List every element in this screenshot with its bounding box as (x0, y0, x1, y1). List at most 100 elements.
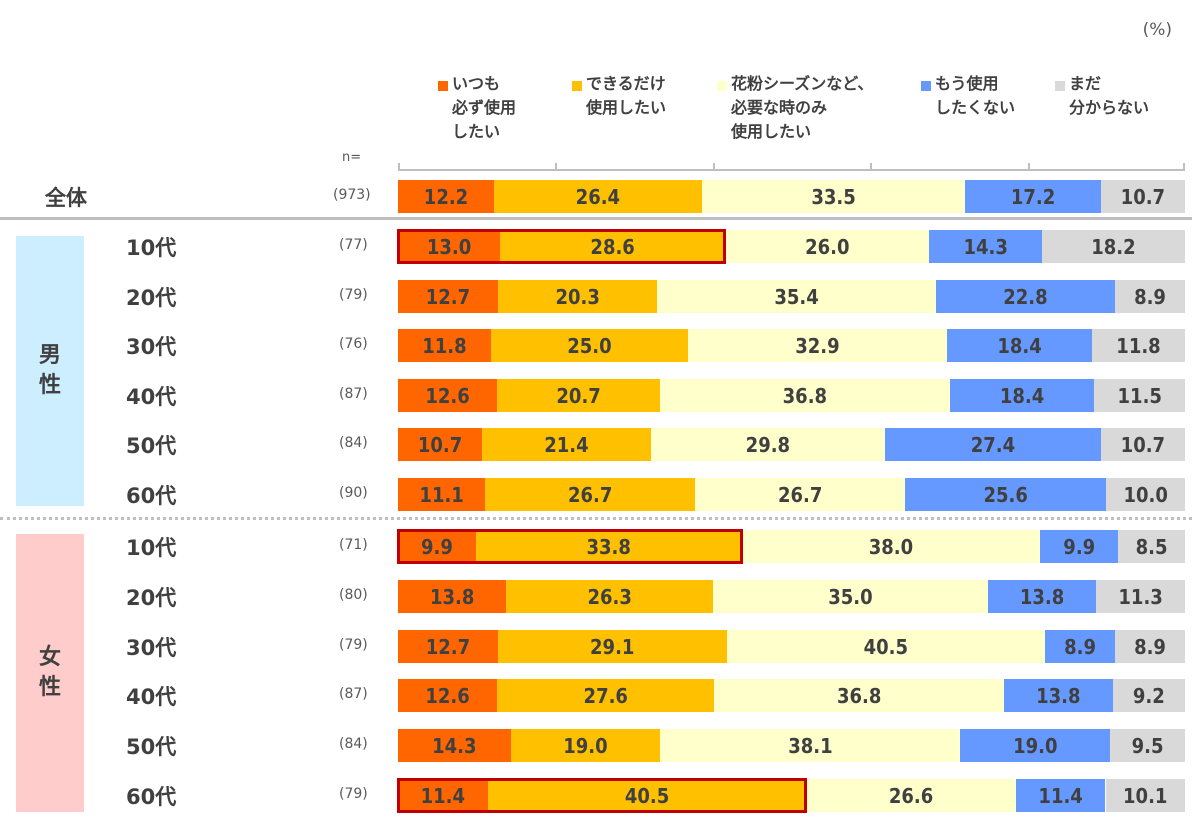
data-label: 13.8 (1036, 684, 1081, 709)
data-label: 27.4 (970, 433, 1016, 458)
row-label: 全体 (45, 186, 87, 210)
data-label: 11.8 (422, 334, 467, 359)
row-label: 40代 (126, 685, 177, 710)
n-count: (90) (339, 485, 368, 501)
data-label: 32.9 (795, 334, 840, 359)
legend-text: 使用したい (586, 98, 667, 117)
bar-segment (1106, 478, 1185, 511)
data-label: 22.8 (1003, 284, 1048, 309)
data-label: 18.4 (999, 383, 1045, 408)
bar-segment (506, 579, 713, 613)
bar-segment (398, 428, 483, 462)
data-label: 21.4 (544, 433, 589, 458)
data-label: 40.5 (624, 784, 670, 808)
legend-swatch (921, 81, 931, 91)
row-label: 10代 (126, 536, 177, 560)
legend-text: したくない (935, 98, 1016, 117)
bar-segment (650, 428, 886, 462)
legend-text: 必要な時のみ (731, 98, 828, 117)
bar-segment (398, 279, 498, 313)
data-label: 26.7 (568, 483, 613, 507)
data-label: 9.9 (1063, 535, 1096, 559)
data-label: 9.5 (1131, 734, 1164, 759)
n-count: (84) (339, 736, 368, 753)
bar-segment (485, 478, 696, 511)
row-label: 60代 (126, 785, 177, 809)
data-label: 10.1 (1123, 784, 1168, 808)
data-label: 17.2 (1010, 185, 1056, 209)
row-label: 60代 (126, 484, 177, 508)
bar-segment (660, 378, 950, 412)
legend-text: いつも (452, 74, 501, 93)
data-label: 19.0 (563, 734, 608, 759)
legend-text: 分からない (1069, 98, 1150, 117)
n-count: (79) (339, 786, 368, 802)
bar-segment (929, 230, 1042, 263)
bar-segment (905, 478, 1107, 511)
data-label: 25.0 (567, 334, 612, 359)
data-label: 26.0 (805, 235, 850, 259)
legend-item: いつも必ず使用したい (438, 72, 517, 144)
bar-segment (398, 679, 498, 713)
legend-swatch (1055, 81, 1065, 91)
legend-text: 使用したい (731, 122, 812, 141)
bar-segment (1105, 779, 1185, 812)
legend-text: 必ず使用 (452, 98, 517, 117)
data-label: 10.0 (1123, 483, 1168, 507)
bar-segment (660, 729, 961, 763)
data-label: 20.3 (555, 284, 600, 309)
bar-segment (482, 428, 651, 462)
n-count: (84) (339, 435, 368, 452)
legend-text: できるだけ (586, 74, 666, 93)
highlight-box (397, 778, 808, 813)
bar-segment (987, 579, 1097, 613)
bar-segment (398, 478, 486, 511)
n-count: (71) (339, 537, 368, 553)
bar-segment (497, 279, 658, 313)
bar-segment (885, 428, 1101, 462)
data-label: 9.2 (1132, 684, 1165, 709)
legend-text: もう使用 (935, 74, 999, 93)
bar-segment (712, 579, 988, 613)
data-label: 20.7 (556, 383, 601, 408)
data-label: 9.9 (420, 535, 453, 559)
axis-tick (870, 163, 873, 171)
bar-segment (1045, 629, 1116, 663)
data-label: 12.7 (425, 284, 471, 309)
n-header: n= (342, 150, 362, 165)
data-label: 38.1 (788, 734, 833, 759)
bar-segment (965, 180, 1101, 213)
legend-text: 花粉シーズンなど、 (731, 74, 874, 93)
bar-segment (398, 230, 501, 263)
data-label: 25.6 (983, 483, 1028, 507)
bar-segment (497, 378, 661, 412)
bar-segment (960, 729, 1111, 763)
data-label: 38.0 (868, 535, 914, 559)
data-label: 27.6 (583, 684, 628, 709)
data-label: 8.9 (1064, 634, 1096, 659)
n-count: (87) (339, 686, 368, 703)
data-label: 33.5 (811, 185, 856, 209)
legend-text: したい (452, 122, 501, 141)
data-label: 11.5 (1117, 383, 1162, 408)
bar-segment (725, 230, 930, 263)
data-label: 12.7 (425, 634, 471, 659)
bar-segment (1110, 729, 1185, 763)
data-label: 26.3 (587, 584, 632, 609)
data-label: 26.4 (575, 185, 621, 209)
n-count: (973) (333, 187, 371, 203)
bar-segment (398, 180, 494, 213)
data-label: 19.0 (1013, 734, 1058, 759)
gender-female-label: 女性 (16, 534, 84, 812)
bar-segment (935, 279, 1116, 313)
legend-item: できるだけ使用したい (572, 72, 667, 120)
row-label: 50代 (126, 735, 177, 760)
total-separator (0, 217, 1192, 220)
bar-segment (695, 478, 906, 511)
row-label: 40代 (126, 384, 177, 409)
unit-label: (%) (1142, 20, 1172, 40)
n-count: (79) (339, 636, 368, 653)
bar-segment (741, 530, 1041, 563)
legend-swatch (438, 81, 448, 91)
bar-segment (1003, 679, 1113, 713)
